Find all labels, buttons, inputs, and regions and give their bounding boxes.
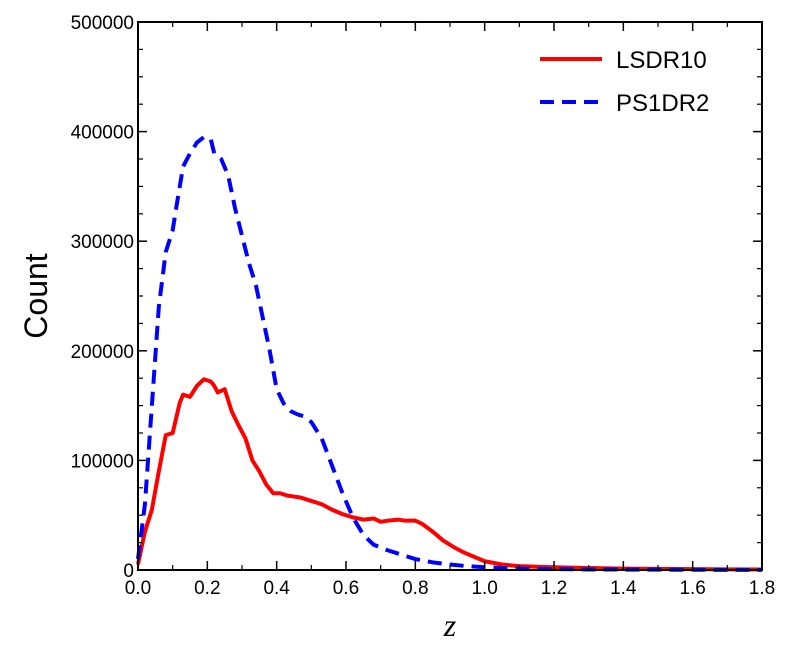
y-axis-label: Count [18,253,54,339]
x-tick-label: 1.4 [610,578,637,599]
x-tick-label: 1.6 [679,578,705,599]
y-tick-label: 0 [123,561,134,582]
series-layer [136,135,763,572]
x-tick-label: 1.8 [749,578,775,599]
y-tick-label: 500000 [71,13,134,34]
x-axis-label: z [443,607,457,643]
x-tick-label: 0.2 [194,578,220,599]
x-tick-label: 0.0 [125,578,151,599]
legend-label-ps1dr2: PS1DR2 [616,90,709,117]
legend: LSDR10 PS1DR2 [540,47,709,117]
x-tick-label: 0.6 [333,578,359,599]
ticks-layer: 0.0 0.2 0.4 0.6 0.8 1.0 1.2 1.4 1.6 1.8 0 100000 200… [71,13,776,599]
x-tick-label: 0.4 [263,578,290,599]
y-tick-label: 300000 [71,232,134,253]
y-tick-label: 200000 [71,342,134,363]
y-tick-label: 100000 [71,451,134,472]
x-tick-label: 1.2 [541,578,567,599]
series-line-lsdr10 [136,377,763,572]
x-tick-label: 1.0 [471,578,497,599]
plot-frame [137,21,763,571]
series-line-ps1dr2 [136,135,763,572]
y-tick-label: 400000 [71,123,134,144]
x-tick-label: 0.8 [402,578,428,599]
legend-label-lsdr10: LSDR10 [616,47,707,74]
